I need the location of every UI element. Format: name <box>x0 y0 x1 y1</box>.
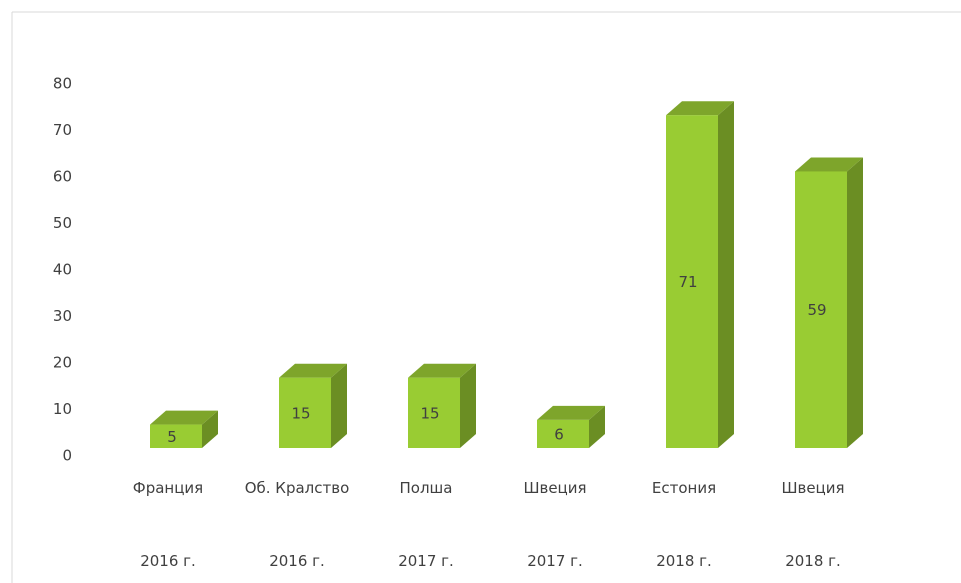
y-tick-label: 0 <box>62 447 72 465</box>
y-tick-label: 10 <box>53 400 72 418</box>
x-tick-label: Естония <box>651 479 717 497</box>
y-tick-label: 20 <box>53 354 72 372</box>
data-label: 5 <box>167 428 177 446</box>
bar-top <box>408 363 476 378</box>
y-tick-label: 60 <box>53 168 72 186</box>
data-label: 71 <box>678 273 697 291</box>
data-label: 6 <box>554 425 564 443</box>
bar-top <box>537 405 605 420</box>
bar-side <box>331 363 347 448</box>
y-tick-label: 30 <box>53 307 72 325</box>
bar-top <box>150 410 218 425</box>
bar <box>279 377 331 448</box>
data-label: 15 <box>291 404 310 422</box>
y-tick-label: 70 <box>53 121 72 139</box>
bar-top <box>795 157 863 172</box>
bar-side <box>718 101 734 448</box>
data-label: 59 <box>807 301 826 319</box>
y-tick-label: 40 <box>53 261 72 279</box>
bar-side <box>202 410 218 448</box>
x-tick-label: Об. Кралство <box>244 479 350 497</box>
bar <box>150 424 202 448</box>
bar <box>408 377 460 448</box>
bar <box>795 171 847 448</box>
bar-side <box>589 405 605 448</box>
data-label: 15 <box>420 404 439 422</box>
group-label: 2017 г. <box>527 552 583 570</box>
group-label: 2018 г. <box>656 552 712 570</box>
group-label: 2016 г. <box>140 552 196 570</box>
x-tick-label: Швеция <box>523 479 587 497</box>
group-label: 2017 г. <box>398 552 454 570</box>
group-label: 2016 г. <box>269 552 325 570</box>
y-tick-label: 50 <box>53 214 72 232</box>
group-label: 2018 г. <box>785 552 841 570</box>
x-tick-label: Франция <box>132 479 204 497</box>
bar-top <box>666 101 734 116</box>
bar <box>666 115 718 448</box>
bar-side <box>847 157 863 448</box>
x-tick-label: Швеция <box>781 479 845 497</box>
bar-side <box>460 363 476 448</box>
bar-top <box>279 363 347 378</box>
x-tick-label: Полша <box>399 479 453 497</box>
bar <box>537 419 589 448</box>
y-tick-label: 80 <box>53 75 72 93</box>
